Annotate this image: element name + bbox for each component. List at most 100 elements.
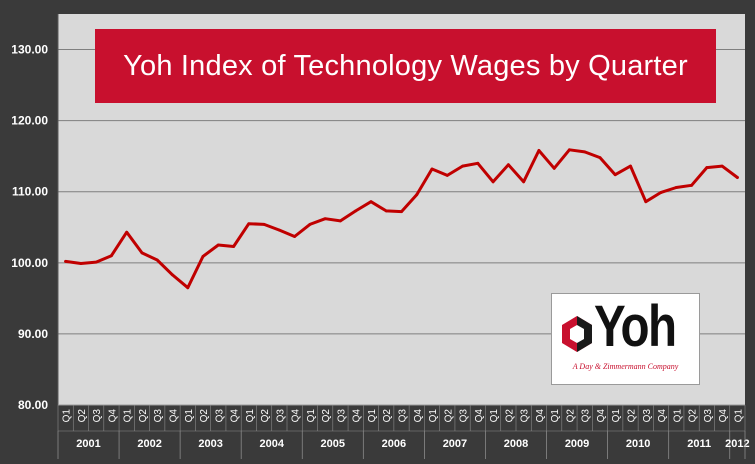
data-point <box>323 217 327 221</box>
x-tick-label: Q3 <box>520 409 531 423</box>
x-tick-label: Q2 <box>260 409 271 423</box>
x-tick-label: Q4 <box>107 409 118 423</box>
data-point <box>171 273 174 277</box>
y-tick-label: 90.00 <box>18 327 48 341</box>
x-tick-label: Q4 <box>230 409 241 423</box>
year-label: 2008 <box>504 438 528 450</box>
x-tick-label: Q4 <box>535 409 546 423</box>
x-tick-label: Q1 <box>733 409 744 423</box>
data-point <box>506 163 510 167</box>
x-tick-label: Q3 <box>214 409 225 423</box>
data-point <box>369 200 373 204</box>
data-point <box>277 228 281 232</box>
y-tick-label: 130.00 <box>11 43 48 57</box>
data-point <box>552 166 556 170</box>
data-point <box>568 148 571 152</box>
x-tick-label: Q1 <box>62 409 73 423</box>
data-point <box>659 191 663 194</box>
data-point <box>629 164 632 168</box>
x-tick-label: Q3 <box>459 409 470 423</box>
data-point <box>674 186 678 189</box>
year-label: 2006 <box>382 438 406 450</box>
x-tick-label: Q4 <box>291 409 302 423</box>
x-tick-label: Q2 <box>443 409 454 423</box>
x-tick-label: Q3 <box>275 409 286 423</box>
year-label: 2012 <box>725 438 749 450</box>
data-point <box>79 262 83 265</box>
data-point <box>186 286 190 290</box>
data-point <box>598 156 602 160</box>
logo-tagline: A Day & Zimmermann Company <box>572 362 679 371</box>
year-label: 2007 <box>443 438 467 450</box>
data-point <box>64 259 68 263</box>
x-tick-label: Q3 <box>92 409 103 423</box>
x-tick-label: Q3 <box>642 409 653 423</box>
x-tick-label: Q2 <box>627 409 638 423</box>
x-tick-label: Q2 <box>77 409 88 423</box>
data-point <box>537 149 541 152</box>
data-point <box>308 223 312 226</box>
x-tick-label: Q1 <box>184 409 195 423</box>
data-point <box>232 245 235 248</box>
x-tick-label: Q1 <box>306 409 317 423</box>
y-tick-label: 120.00 <box>11 114 48 128</box>
x-tick-label: Q3 <box>153 409 164 423</box>
x-tick-label: Q2 <box>504 409 515 423</box>
data-point <box>262 223 266 226</box>
data-point <box>110 254 113 258</box>
x-tick-label: Q2 <box>688 409 699 423</box>
y-tick-label: 100.00 <box>11 256 48 270</box>
year-label: 2011 <box>687 438 711 450</box>
yoh-logo: Yoh A Day & Zimmermann Company <box>551 293 700 385</box>
data-point <box>430 167 434 171</box>
x-tick-label: Q3 <box>398 409 409 423</box>
x-tick-label: Q4 <box>474 409 485 423</box>
data-point <box>400 210 403 214</box>
data-point <box>216 243 220 247</box>
data-point <box>140 251 144 255</box>
x-tick-label: Q1 <box>367 409 378 423</box>
year-label: 2004 <box>259 438 284 450</box>
logo-wordmark: Yoh <box>594 294 677 359</box>
x-tick-label: Q2 <box>138 409 149 423</box>
data-point <box>415 193 419 196</box>
x-tick-label: Q4 <box>596 409 607 423</box>
x-tick-label: Q2 <box>382 409 393 423</box>
data-point <box>491 180 495 184</box>
x-tick-label: Q2 <box>199 409 210 423</box>
data-point <box>201 255 205 258</box>
x-tick-label: Q1 <box>611 409 622 423</box>
data-point <box>613 173 617 177</box>
x-tick-label: Q1 <box>428 409 439 423</box>
data-point <box>354 209 358 213</box>
data-point <box>293 235 297 238</box>
x-tick-label: Q1 <box>672 409 683 423</box>
data-point <box>705 166 709 169</box>
x-tick-label: Q4 <box>169 409 180 423</box>
data-point <box>247 222 251 226</box>
data-point <box>690 183 693 187</box>
data-point <box>445 173 449 177</box>
x-tick-label: Q3 <box>581 409 592 423</box>
hexagon-icon <box>562 316 592 352</box>
year-label: 2009 <box>565 438 589 450</box>
y-tick-label: 80.00 <box>18 398 48 412</box>
year-label: 2010 <box>626 438 650 450</box>
x-axis-band <box>58 405 745 459</box>
x-tick-label: Q2 <box>565 409 576 423</box>
x-tick-label: Q1 <box>489 409 500 423</box>
x-tick-label: Q1 <box>245 409 256 423</box>
year-label: 2005 <box>321 438 345 450</box>
data-point <box>339 219 342 223</box>
year-label: 2002 <box>137 438 161 450</box>
year-label: 2003 <box>198 438 222 450</box>
data-point <box>476 161 480 165</box>
year-label: 2001 <box>76 438 100 450</box>
data-point <box>94 260 98 264</box>
x-tick-label: Q3 <box>703 409 714 423</box>
data-point <box>583 150 587 154</box>
data-point <box>735 176 739 179</box>
chart-title: Yoh Index of Technology Wages by Quarter <box>95 29 716 103</box>
x-tick-label: Q4 <box>718 409 729 423</box>
